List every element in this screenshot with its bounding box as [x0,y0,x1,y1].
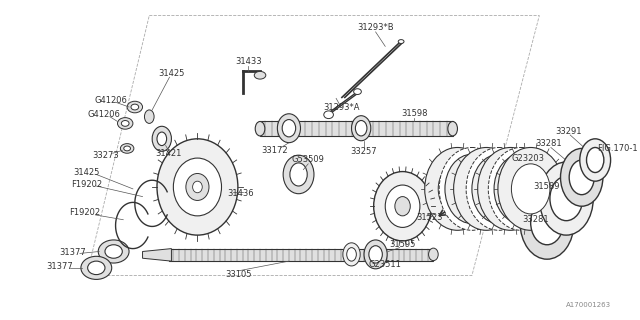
Text: 33172: 33172 [261,146,288,155]
Ellipse shape [343,243,360,266]
Ellipse shape [120,144,134,153]
Ellipse shape [454,148,519,230]
Ellipse shape [324,111,333,119]
Ellipse shape [351,116,371,141]
Ellipse shape [494,154,548,224]
Ellipse shape [580,139,611,181]
Text: 31436: 31436 [227,189,254,198]
Ellipse shape [445,154,499,224]
Ellipse shape [354,89,362,94]
Ellipse shape [586,148,604,172]
Ellipse shape [425,148,490,230]
Ellipse shape [124,146,131,151]
Ellipse shape [122,121,129,126]
Ellipse shape [283,155,314,194]
Ellipse shape [540,162,593,235]
Text: 33281: 33281 [522,215,548,224]
Text: FIG.170-1: FIG.170-1 [597,144,637,153]
Text: FRONT: FRONT [456,179,494,205]
Text: 33273: 33273 [93,151,119,160]
Ellipse shape [127,101,143,113]
Ellipse shape [466,148,532,230]
Text: 33257: 33257 [351,147,378,156]
Text: 33281: 33281 [536,139,563,148]
Ellipse shape [193,181,202,193]
Text: F19202: F19202 [69,208,100,218]
Text: 31425: 31425 [74,168,100,177]
Ellipse shape [157,132,166,146]
Ellipse shape [81,256,112,279]
Text: 31377: 31377 [46,262,73,271]
Ellipse shape [277,114,301,143]
Text: 31433: 31433 [235,57,262,66]
Ellipse shape [504,167,538,211]
Text: 31598: 31598 [401,109,428,118]
Ellipse shape [98,240,129,263]
Ellipse shape [347,248,356,261]
Text: A170001263: A170001263 [566,302,612,308]
Ellipse shape [369,246,382,263]
Text: 33291: 33291 [555,127,582,136]
Ellipse shape [477,148,543,230]
Text: G53509: G53509 [292,156,324,164]
Ellipse shape [531,200,563,245]
Text: 31589: 31589 [534,182,560,191]
Ellipse shape [561,148,603,206]
Ellipse shape [157,139,238,235]
Ellipse shape [374,172,431,241]
Ellipse shape [467,164,506,214]
Ellipse shape [105,245,122,258]
Ellipse shape [131,104,139,110]
Ellipse shape [439,148,505,230]
Ellipse shape [454,167,489,211]
Ellipse shape [488,148,554,230]
Ellipse shape [511,164,550,214]
Ellipse shape [118,118,133,129]
Text: G41206: G41206 [88,110,120,119]
Text: G23511: G23511 [369,260,402,268]
Ellipse shape [550,176,582,221]
Polygon shape [143,249,172,261]
Polygon shape [260,122,452,136]
Text: 31293*A: 31293*A [324,103,360,113]
Ellipse shape [398,40,404,44]
Ellipse shape [498,148,563,230]
Ellipse shape [255,122,265,136]
Text: 31293*B: 31293*B [357,23,394,32]
Ellipse shape [491,164,530,214]
Text: 31595: 31595 [389,240,416,249]
Ellipse shape [520,186,574,259]
Text: 31523: 31523 [416,213,443,222]
Ellipse shape [472,154,526,224]
Text: G41206: G41206 [94,96,127,105]
Polygon shape [168,249,433,261]
Text: F19202: F19202 [71,180,102,188]
Ellipse shape [152,126,172,151]
Text: 31425: 31425 [158,69,184,78]
Ellipse shape [186,173,209,200]
Ellipse shape [438,164,477,214]
Ellipse shape [355,121,367,136]
Text: 31377: 31377 [59,248,86,257]
Ellipse shape [145,110,154,124]
Ellipse shape [282,120,296,137]
Ellipse shape [395,196,410,216]
Text: 33105: 33105 [225,270,252,279]
Ellipse shape [173,158,221,216]
Ellipse shape [364,240,387,269]
Ellipse shape [481,167,516,211]
Ellipse shape [290,163,307,186]
Ellipse shape [429,248,438,261]
Ellipse shape [448,122,458,136]
Ellipse shape [569,160,594,195]
Text: 31421: 31421 [156,149,182,158]
Text: G23203: G23203 [511,154,544,163]
Ellipse shape [88,261,105,275]
Ellipse shape [254,71,266,79]
Ellipse shape [385,185,420,228]
